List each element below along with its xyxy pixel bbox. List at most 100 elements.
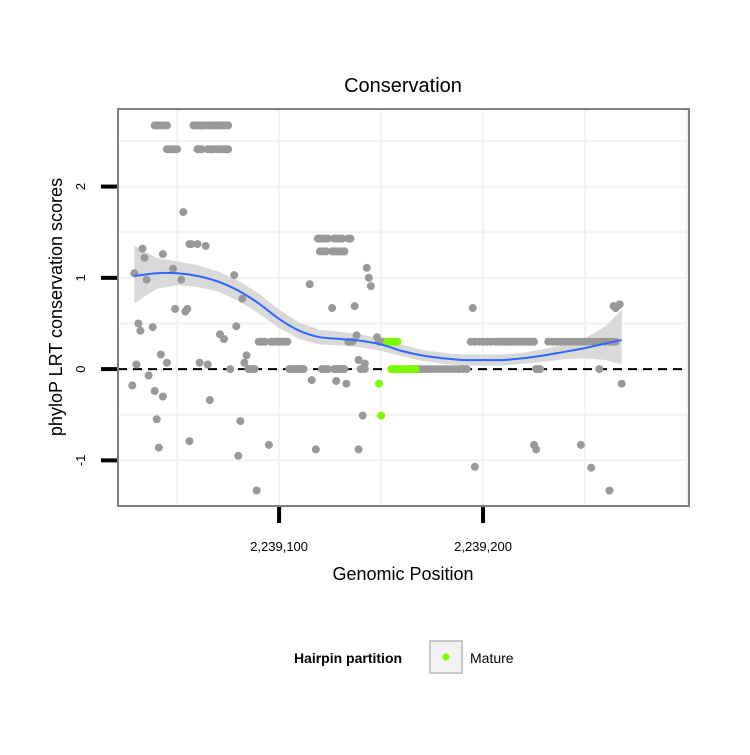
data-point-other (162, 121, 171, 130)
data-point-other (144, 371, 153, 380)
data-point-other (358, 411, 367, 420)
data-point-other (532, 445, 541, 454)
smooth-curve (134, 271, 622, 362)
data-point-other (230, 271, 239, 280)
data-point-other (138, 244, 147, 253)
data-point-other (177, 275, 186, 284)
data-point-other (193, 240, 202, 249)
data-point-other (360, 359, 369, 368)
data-point-other (132, 360, 141, 369)
data-point-other (187, 240, 196, 249)
axes: 2,239,100 2,239,200 -1 0 1 2 (73, 183, 512, 554)
data-point-other (183, 304, 192, 313)
data-point-other (587, 463, 596, 472)
smooth-line (134, 271, 622, 362)
data-point-other (179, 208, 188, 217)
x-axis-label: Genomic Position (332, 564, 473, 584)
data-point-other (140, 253, 149, 262)
data-point-other (352, 331, 361, 340)
data-point-other (468, 304, 477, 312)
data-point-other (224, 121, 233, 130)
data-point-other (185, 437, 194, 446)
data-point-other (340, 247, 349, 256)
data-point-other (250, 365, 259, 374)
data-point-other (197, 145, 206, 154)
data-point-other (136, 326, 145, 335)
legend-title: Hairpin partition (294, 650, 402, 666)
data-point-other (338, 234, 347, 243)
data-point-other (362, 263, 371, 272)
data-point-other (232, 322, 241, 331)
plot-border (117, 108, 690, 507)
data-point-other (307, 376, 316, 385)
legend-label-mature: Mature (470, 650, 514, 666)
data-point-other (342, 379, 351, 388)
data-point-mature (393, 337, 402, 346)
data-point-other (299, 365, 308, 374)
data-point-other (576, 440, 585, 449)
data-point-other (226, 365, 235, 374)
data-point-other (169, 264, 178, 273)
data-point-other (324, 234, 332, 243)
y-axis-label: phyloP LRT conservation scores (46, 178, 66, 436)
data-point-other (364, 273, 373, 282)
data-point-other (595, 365, 604, 374)
y-tick-label: -1 (73, 455, 88, 467)
data-point-other (332, 377, 341, 385)
y-tick-label: 1 (73, 274, 88, 281)
data-point-other (142, 275, 151, 284)
legend-marker-mature (442, 653, 450, 661)
data-point-other (203, 360, 212, 369)
data-point-other (605, 486, 614, 495)
data-point-other (311, 445, 320, 454)
data-point-other (305, 280, 314, 289)
data-point-other (530, 337, 538, 346)
data-point-other (366, 282, 375, 291)
data-point-other (536, 365, 545, 374)
data-point-other (354, 356, 363, 364)
y-tick-label: 2 (73, 183, 88, 190)
data-point-mature (411, 365, 420, 374)
data-point-other (234, 451, 243, 460)
data-point-other (148, 323, 157, 332)
data-point-other (195, 358, 204, 367)
data-point-other (173, 145, 182, 154)
plot-panel (118, 109, 689, 506)
data-point-other (201, 241, 210, 250)
data-point-other (350, 302, 359, 311)
legend: Hairpin partition Mature (294, 640, 514, 674)
data-point-other (260, 337, 269, 346)
data-point-other (324, 365, 332, 374)
data-point-other (360, 365, 369, 374)
data-point-other (346, 234, 355, 243)
data-point-other (328, 304, 337, 312)
y-tick-label: 0 (73, 365, 88, 372)
data-point-other (171, 304, 180, 313)
data-point-mature (377, 411, 386, 420)
data-point-other (264, 440, 273, 449)
data-point-other (205, 396, 214, 405)
data-point-other (158, 392, 167, 401)
data-point-other (354, 445, 363, 454)
data-point-other (236, 417, 245, 426)
data-point-other (283, 337, 292, 346)
data-point-other (322, 247, 330, 256)
data-point-other (617, 379, 626, 388)
data-point-other (150, 387, 159, 395)
data-point-other (162, 358, 171, 367)
chart-title: Conservation (344, 75, 462, 97)
data-point-mature (375, 379, 383, 388)
data-point-other (128, 381, 137, 390)
data-point-other (240, 358, 249, 367)
data-point-other (152, 415, 161, 424)
x-tick-label: 2,239,100 (250, 539, 308, 554)
data-point-other (238, 294, 247, 303)
data-points (128, 121, 626, 495)
data-point-other (156, 350, 165, 359)
data-point-other (220, 335, 228, 343)
data-point-other (615, 300, 624, 309)
data-point-other (252, 486, 261, 495)
data-point-other (462, 365, 471, 374)
